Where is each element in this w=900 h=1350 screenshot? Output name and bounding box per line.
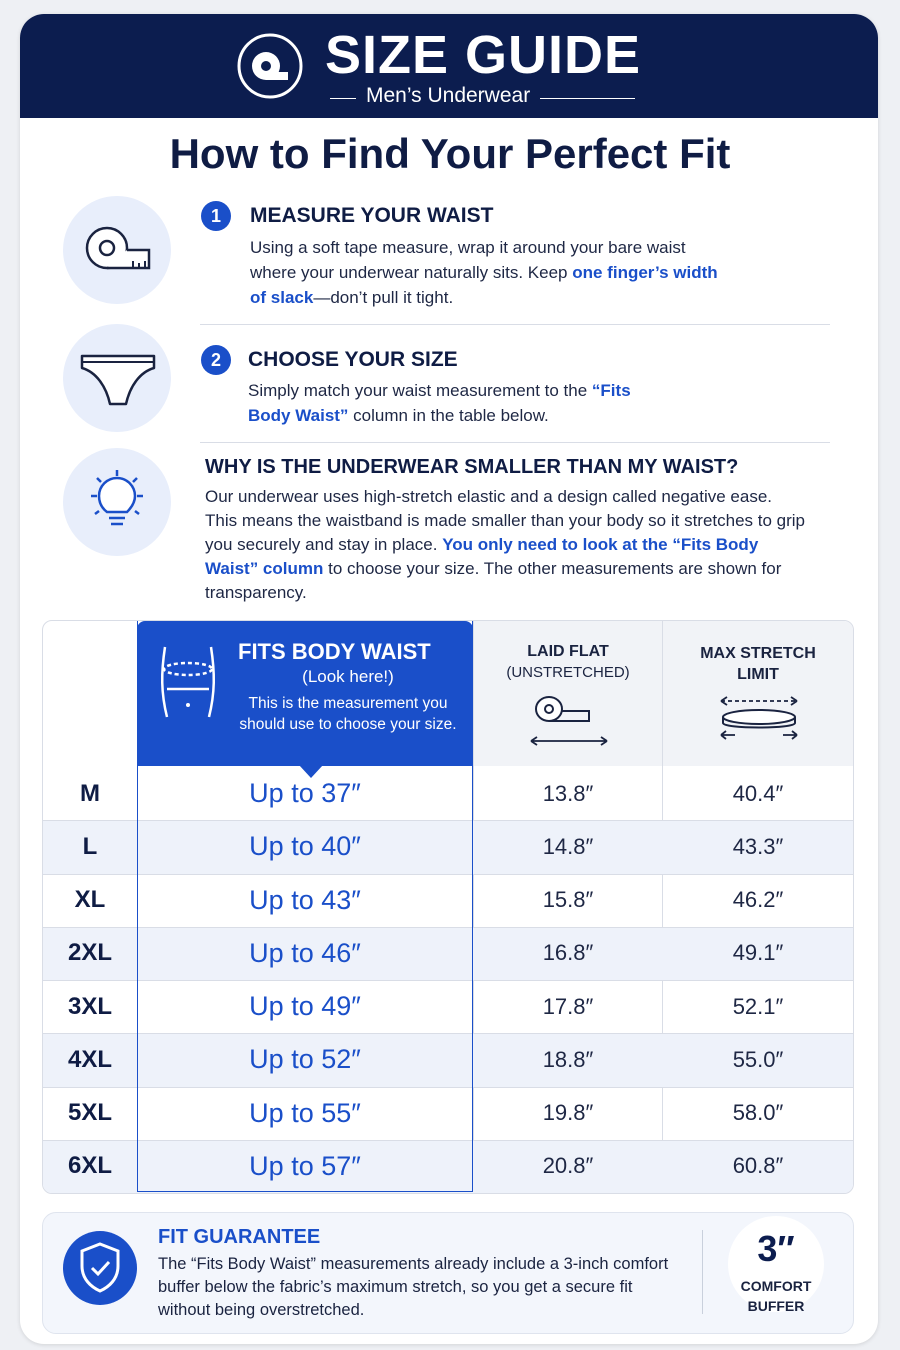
table-cell: Up to 37″: [249, 778, 361, 809]
text: to choose your size. The other measureme…: [205, 559, 782, 602]
row-band: [43, 1033, 853, 1087]
waist-icon: [160, 646, 216, 718]
col-divider: [662, 621, 663, 1193]
table-cell: 19.8″: [542, 1100, 594, 1126]
row-divider: [43, 873, 853, 875]
table-cell: 58.0″: [732, 1100, 784, 1126]
guarantee-body: The “Fits Body Waist” measurements alrea…: [158, 1255, 669, 1319]
step-title: MEASURE YOUR WAIST: [250, 204, 494, 227]
tape-icon: [85, 226, 151, 270]
row-band: [43, 820, 853, 874]
divider: [702, 1230, 703, 1314]
step-body: Our underwear uses high-stretch elastic …: [205, 485, 805, 605]
fits-header: [137, 621, 473, 766]
table-cell: XL: [74, 886, 106, 914]
table-cell: 43.3″: [732, 833, 784, 859]
guarantee-title: FIT GUARANTEE: [158, 1226, 321, 1248]
table-cell: 55.0″: [732, 1046, 784, 1072]
table-cell: Up to 55″: [249, 1097, 361, 1128]
step-title: CHOOSE YOUR SIZE: [248, 348, 458, 371]
highlight: You only need to look at the “Fits Body …: [205, 535, 759, 578]
row-band: [43, 926, 853, 980]
table-cell: 6XL: [67, 1152, 112, 1180]
pointer: [299, 765, 323, 778]
row-divider: [43, 820, 853, 822]
col-note: (Look here!): [302, 667, 394, 686]
table-cell: 14.8″: [542, 833, 594, 859]
badge: [728, 1216, 824, 1312]
text: Using a soft tape measure, wrap it aroun…: [250, 238, 686, 282]
flat-icon: [530, 696, 608, 746]
row-divider: [43, 1033, 853, 1035]
guarantee-box: [42, 1212, 854, 1334]
highlight: “Fits Body Waist”: [248, 381, 631, 425]
header-title: SIZE GUIDE: [325, 25, 642, 85]
table-cell: 2XL: [67, 939, 112, 967]
divider: [200, 442, 830, 443]
table-cell: 49.1″: [732, 940, 784, 966]
col-title: LAID FLAT: [527, 643, 609, 660]
table-cell: 52.1″: [732, 993, 784, 1019]
table-cell: 40.4″: [732, 780, 784, 806]
table-cell: Up to 40″: [249, 831, 361, 862]
step-number: 1: [201, 201, 231, 231]
table-cell: 13.8″: [542, 780, 594, 806]
row-divider: [43, 1086, 853, 1088]
table-cell: 46.2″: [732, 887, 784, 913]
bulb-icon: [91, 470, 143, 526]
step-body: Using a soft tape measure, wrap it aroun…: [250, 235, 720, 310]
size-table: FITS BODY WAIST (Look here!) This is the…: [42, 620, 854, 1194]
header-subtitle: Men’s Underwear: [356, 84, 541, 108]
step-title: WHY IS THE UNDERWEAR SMALLER THAN MY WAI…: [205, 456, 739, 478]
table-cell: 16.8″: [542, 940, 594, 966]
heading: How to Find Your Perfect Fit: [169, 130, 731, 177]
table-cell: 5XL: [67, 1099, 112, 1127]
table-cell: L: [82, 832, 98, 860]
highlight: one finger’s width of slack: [250, 263, 718, 307]
col-description: This is the measurement you should use t…: [239, 695, 457, 733]
text: Our underwear uses high-stretch elastic …: [205, 487, 806, 554]
table-cell: 18.8″: [542, 1046, 594, 1072]
shield-icon: [63, 1231, 137, 1305]
tape-logo: [237, 33, 303, 99]
row-divider: [43, 1139, 853, 1141]
table-cell: 17.8″: [542, 993, 594, 1019]
table-cell: M: [80, 779, 100, 807]
col-note: (UNSTRETCHED): [506, 664, 630, 681]
table-cell: Up to 43″: [249, 884, 361, 915]
table-cell: 20.8″: [542, 1153, 594, 1179]
row-band: [43, 1139, 853, 1193]
step-body: Simply match your waist measurement to t…: [248, 378, 668, 428]
table-cell: 60.8″: [732, 1153, 784, 1179]
step-number: 2: [201, 345, 231, 375]
text: Simply match your waist measurement to t…: [248, 381, 592, 400]
col-title: MAX STRETCH LIMIT: [700, 645, 816, 683]
table-cell: Up to 46″: [249, 937, 361, 968]
badge-value: 3″: [757, 1228, 795, 1269]
table-cell: 3XL: [67, 992, 112, 1020]
table-cell: Up to 52″: [249, 1044, 361, 1075]
divider: [200, 324, 830, 325]
row-divider: [43, 926, 853, 928]
row-divider: [43, 980, 853, 981]
stretch-icon: [720, 696, 798, 740]
table-cell: Up to 49″: [249, 991, 361, 1022]
text: —don’t pull it tight.: [313, 288, 454, 307]
badge-label: COMFORT BUFFER: [740, 1278, 812, 1314]
col-divider: [473, 621, 474, 1193]
col-title: FITS BODY WAIST: [238, 639, 431, 664]
underwear-icon: [80, 354, 156, 406]
table-cell: 15.8″: [542, 887, 594, 913]
table-cell: Up to 57″: [249, 1150, 361, 1181]
text: column in the table below.: [348, 406, 549, 425]
table-cell: 4XL: [67, 1045, 112, 1073]
